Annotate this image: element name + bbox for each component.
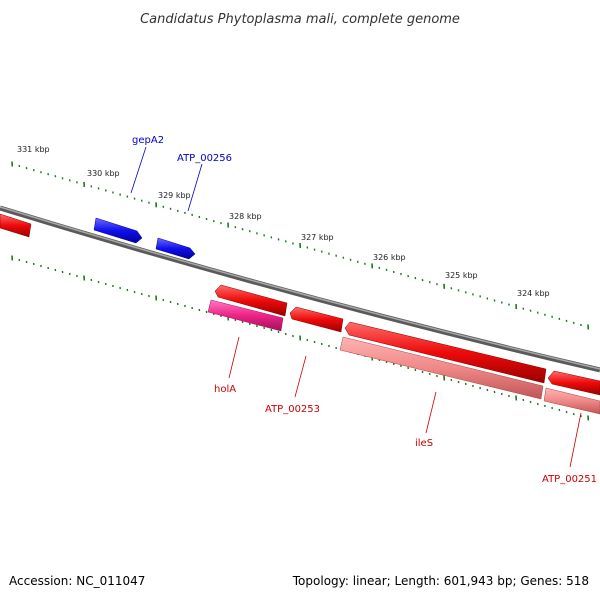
- kbp-label-331: 331 kbp: [17, 145, 50, 154]
- callout-ileS: [425, 391, 437, 434]
- gene-ileS-light[interactable]: [339, 336, 544, 400]
- callout-ATP_00251: [569, 412, 582, 468]
- gene-left-partial[interactable]: [0, 213, 32, 238]
- gene-labels: gepA2 ATP_00256 holA ATP_00253 ileS ATP_…: [132, 135, 597, 485]
- gene-label-ATP_00253[interactable]: ATP_00253: [265, 404, 320, 415]
- gene-label-ATP_00251[interactable]: ATP_00251: [542, 474, 597, 485]
- label-callouts: [130, 146, 582, 468]
- kbp-scale-labels: 331 kbp 330 kbp 329 kbp 328 kbp 327 kbp …: [17, 145, 550, 298]
- kbp-label-324: 324 kbp: [517, 289, 550, 298]
- map-title: Candidatus Phytoplasma mali, complete ge…: [140, 12, 460, 27]
- gene-ATP_00251-red[interactable]: [547, 370, 600, 396]
- gene-label-gepA2[interactable]: gepA2: [132, 135, 164, 146]
- callout-holA: [228, 336, 240, 379]
- kbp-label-330: 330 kbp: [87, 169, 120, 178]
- reverse-strand-genes: [0, 213, 600, 415]
- genome-backbone-highlight: [0, 206, 600, 370]
- gene-gepA2[interactable]: [93, 217, 143, 244]
- kbp-label-329: 329 kbp: [158, 191, 191, 200]
- callout-ATP_00256: [187, 163, 203, 212]
- kbp-label-327: 327 kbp: [301, 233, 334, 242]
- kbp-label-325: 325 kbp: [445, 271, 478, 280]
- gene-ATP_00256[interactable]: [155, 237, 196, 260]
- gene-ileS[interactable]: [344, 321, 547, 384]
- forward-strand-genes: [93, 217, 196, 260]
- kbp-label-328: 328 kbp: [229, 212, 262, 221]
- accession-info: Accession: NC_011047: [9, 574, 146, 588]
- gene-holA-pink[interactable]: [207, 299, 284, 332]
- genome-summary: Topology: linear; Length: 601,943 bp; Ge…: [292, 574, 589, 588]
- gene-ATP_00251-light[interactable]: [543, 387, 600, 415]
- genome-backbone: [0, 205, 600, 373]
- tick-ruler-lower: [11, 255, 590, 421]
- gene-label-holA[interactable]: holA: [214, 384, 236, 395]
- kbp-label-326: 326 kbp: [373, 253, 406, 262]
- gene-ATP_00253[interactable]: [289, 306, 344, 333]
- gene-label-ATP_00256[interactable]: ATP_00256: [177, 153, 232, 164]
- callout-ATP_00253: [294, 355, 307, 398]
- callout-gepA2: [130, 146, 147, 194]
- gene-holA-red[interactable]: [214, 284, 288, 317]
- tick-ruler-upper: [11, 161, 590, 330]
- gene-label-ileS[interactable]: ileS: [415, 438, 433, 449]
